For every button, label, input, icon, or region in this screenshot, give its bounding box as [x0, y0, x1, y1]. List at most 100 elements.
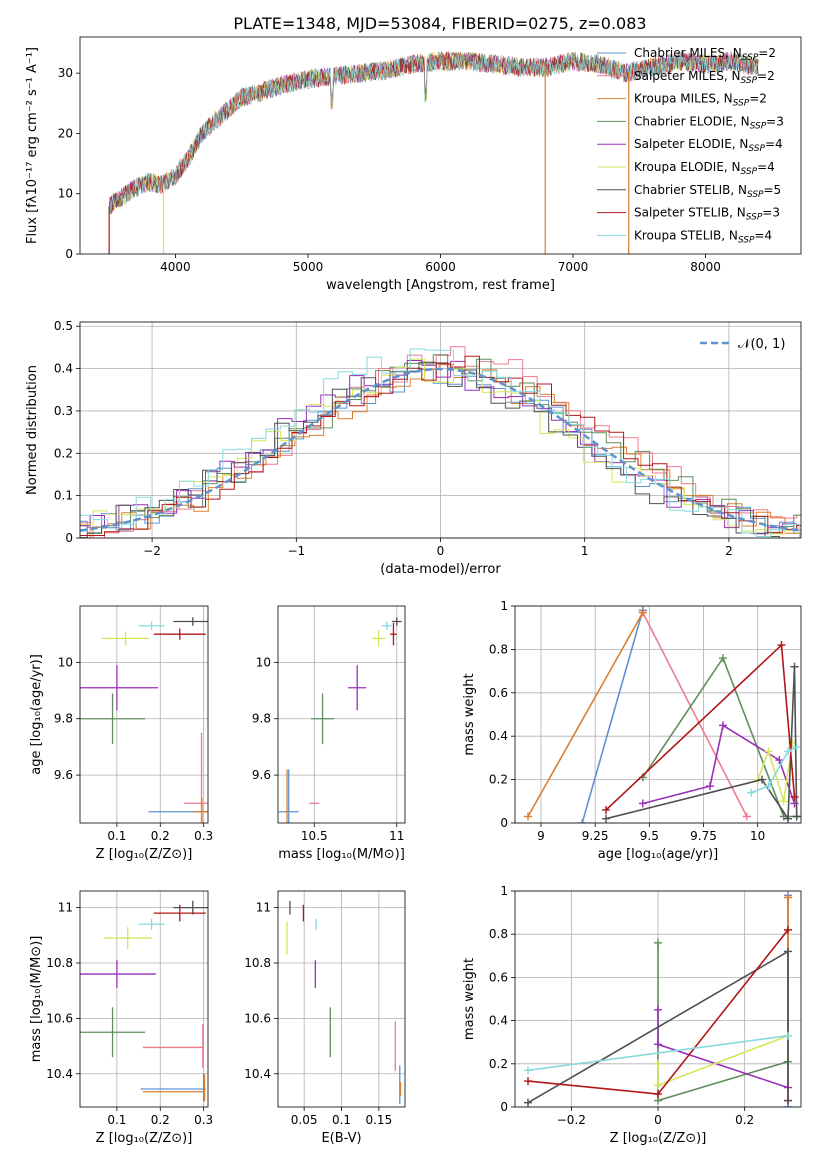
- weight-marker: [784, 747, 792, 756]
- y-tick-label: 9.8: [252, 712, 271, 726]
- weight-marker: [638, 608, 647, 617]
- legend-label-0: Chabrier MILES, NSSP=2: [634, 46, 776, 63]
- weight-marker: [654, 1040, 662, 1049]
- residual-histogram-6: [80, 361, 801, 538]
- weight-marker: [790, 792, 799, 801]
- weight-marker: [524, 1098, 532, 1107]
- y-axis-label: mass weight: [462, 958, 477, 1040]
- y-tick-label: 0.2: [54, 446, 73, 460]
- legend-text: Salpeter ELODIE, N: [634, 137, 748, 151]
- y-tick-label: 10: [58, 655, 73, 669]
- x-tick-label: 9.75: [690, 829, 717, 843]
- x-tick-label: 10: [750, 829, 765, 843]
- weight-marker: [790, 662, 799, 671]
- weight-marker: [784, 1031, 792, 1040]
- weight-marker: [654, 938, 662, 947]
- legend-label-6: Chabrier STELIB, NSSP=5: [634, 183, 781, 200]
- y-tick-label: 10.4: [244, 1067, 271, 1081]
- weight-series-1: [642, 612, 748, 817]
- legend-text: Chabrier ELODIE, N: [634, 114, 750, 128]
- legend: Chabrier MILES, NSSP=2 Salpeter MILES, NS…: [597, 46, 784, 245]
- y-tick-label: 10: [58, 187, 73, 201]
- x-tick-label: 2: [725, 544, 733, 558]
- weight-series-5: [657, 1034, 789, 1087]
- x-tick-label: 9.25: [582, 829, 609, 843]
- legend-sub: SSP: [750, 121, 767, 131]
- axes-frame: [514, 890, 802, 1108]
- legend-label-4: Salpeter ELODIE, NSSP=4: [634, 137, 783, 154]
- legend-label-8: Kroupa STELIB, NSSP=4: [634, 228, 772, 245]
- weight-series-8: [750, 746, 798, 794]
- spectrum-series-8: [108, 52, 759, 211]
- normal-curve: [80, 367, 801, 532]
- x-tick-label: 0.2: [735, 1113, 754, 1127]
- legend-sub: SSP: [741, 76, 758, 86]
- x-tick-label: 0.3: [194, 1113, 213, 1127]
- y-tick-label: 11: [256, 901, 271, 915]
- weight-series-0: [581, 610, 644, 823]
- weight-marker: [578, 819, 587, 823]
- residual-histogram-7: [80, 355, 801, 536]
- residual-histogram-1: [80, 346, 801, 538]
- x-tick-label: 5000: [293, 260, 324, 274]
- mass_vs_Z-points: [80, 900, 208, 1102]
- weight-marker: [784, 814, 792, 823]
- weight-marker: [784, 1096, 792, 1105]
- y-tick-label: 0.6: [489, 970, 508, 984]
- y-tick-label: 0.2: [489, 773, 508, 787]
- legend-label-5: Kroupa ELODIE, NSSP=4: [634, 160, 775, 177]
- weight-marker: [777, 641, 786, 650]
- weight-marker: [524, 1077, 532, 1086]
- weight-marker: [719, 721, 727, 730]
- legend-label-7: Salpeter STELIB, NSSP=3: [634, 206, 780, 223]
- weight-marker: [602, 805, 610, 814]
- y-tick-label: 1: [500, 884, 508, 898]
- y-axis-label: age [log₁₀(age/yr)]: [29, 654, 44, 775]
- weight-marker: [747, 788, 756, 797]
- y-tick-label: 0: [500, 816, 508, 830]
- residual-histogram-2: [80, 364, 801, 538]
- weight-marker: [764, 782, 773, 791]
- weight-series-3: [657, 942, 789, 1102]
- y-tick-label: 10.8: [46, 956, 73, 970]
- weight-marker: [706, 782, 714, 791]
- weight-marker: [758, 775, 766, 784]
- weight-series-4: [657, 1009, 789, 1089]
- legend-tail: =3: [766, 114, 784, 128]
- figure-title: PLATE=1348, MJD=53084, FIBERID=0275, z=0…: [233, 14, 646, 33]
- age_vs_Z-axes: 0.1 0.2 0.3 9.6 9.8 10 Z [log₁₀(Z/Z⊙)] age [log…: [29, 606, 213, 862]
- x-tick-label: −2: [143, 544, 161, 558]
- x-tick-label: 0.05: [291, 1113, 318, 1127]
- weight-marker: [784, 893, 792, 902]
- weight-marker: [792, 812, 801, 821]
- axes-frame: [277, 890, 406, 1108]
- y-tick-label: 0.4: [54, 362, 73, 376]
- y-tick-label: 0.4: [489, 729, 508, 743]
- x-tick-label: −1: [287, 544, 305, 558]
- x-tick-label: 0.1: [332, 1113, 351, 1127]
- weight-marker: [775, 756, 784, 765]
- weight-series-5: [756, 742, 794, 802]
- weight-marker: [654, 1090, 662, 1099]
- legend-text: Kroupa STELIB, N: [634, 228, 738, 242]
- legend-label-1: Salpeter MILES, NSSP=2: [634, 69, 775, 86]
- weight-marker: [654, 1081, 662, 1090]
- y-tick-label: 10.4: [46, 1067, 73, 1081]
- x-tick-label: 4000: [160, 260, 191, 274]
- legend-text: Kroupa ELODIE, N: [634, 160, 741, 174]
- y-tick-label: 9.6: [54, 768, 73, 782]
- weight-marker: [602, 814, 610, 823]
- axes-frame: [514, 605, 802, 824]
- legend-tail: =2: [758, 46, 776, 60]
- y-tick-label: 0.1: [54, 489, 73, 503]
- y-tick-label: 0.4: [489, 1014, 508, 1028]
- x-tick-label: 9.5: [640, 829, 659, 843]
- x-tick-label: 11: [389, 829, 404, 843]
- weight-marker: [719, 654, 727, 663]
- y-tick-label: 0.6: [489, 686, 508, 700]
- mass_vs_Z-axes: 0.1 0.2 0.3 10.4 10.6 10.8 11 Z [log₁₀(Z/Z⊙)] ma…: [29, 891, 213, 1146]
- x-tick-label: 0.1: [107, 1113, 126, 1127]
- weight_vs_Z-lines: [524, 891, 792, 1107]
- residual-histogram-8: [80, 348, 801, 538]
